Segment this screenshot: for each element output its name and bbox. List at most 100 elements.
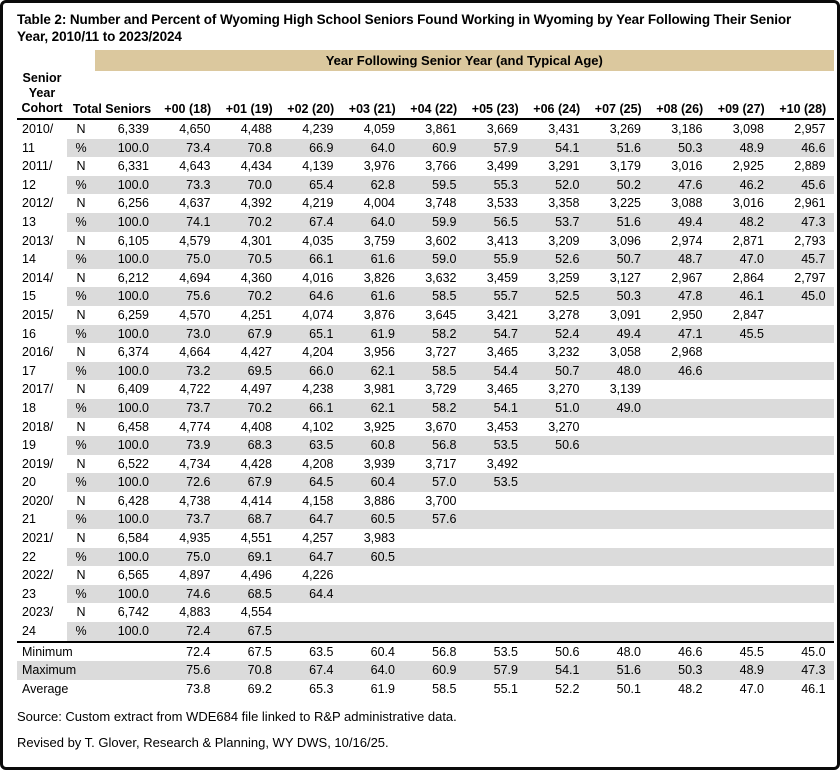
cohort-12-n-row: 2022/N 6,565 4,897 4,496 4,226	[17, 566, 834, 585]
cohort-10-pct-row: 21% 100.0 73.7 68.7 64.7 60.5 57.6	[17, 510, 834, 530]
pct-value-age-7: 50.2	[587, 175, 649, 195]
pct-value-age-8	[649, 547, 711, 567]
n-value-age-3: 3,886	[363, 493, 395, 508]
pct-value-age-4: 59.9	[403, 212, 465, 232]
pct-value-age-8	[649, 436, 711, 455]
n-value-age-3: 4,004	[363, 196, 395, 211]
n-value-age-9	[711, 380, 773, 399]
total-seniors-pct: 100.0	[95, 398, 157, 418]
pct-value-age-1: 67.9	[218, 324, 280, 344]
n-value-age-1: 4,496	[240, 568, 272, 583]
n-value-age-7	[588, 603, 650, 622]
cohort-6-pct-row: 17% 100.0 73.2 69.5 66.0 62.1 58.5 54.4 50.7 48.0…	[17, 361, 834, 381]
pct-indicator: %	[67, 361, 95, 381]
n-value-age-0: 4,734	[179, 456, 211, 471]
n-value-age-9	[711, 455, 773, 474]
pct-value-age-8	[649, 622, 711, 642]
summary-value-age-7: 50.1	[616, 681, 641, 696]
summary-value-age-2: 65.3	[309, 681, 334, 696]
pct-value-age-0: 72.4	[157, 622, 219, 642]
n-value-age-7	[588, 566, 650, 585]
pct-value-age-10: 45.6	[772, 175, 834, 195]
n-indicator: N	[76, 382, 86, 397]
banner-row: Year Following Senior Year (and Typical …	[17, 50, 834, 71]
pct-value-age-8: 50.3	[649, 138, 711, 158]
pct-value-age-6: 53.7	[526, 212, 588, 232]
n-value-age-5: 3,499	[486, 159, 518, 174]
pct-indicator: %	[67, 398, 95, 418]
pct-value-age-8: 47.1	[649, 324, 711, 344]
pct-value-age-10	[772, 324, 834, 344]
cohort-1-n-row: 2011/N 6,331 4,643 4,434 4,139 3,976 3,766 3,49…	[17, 157, 834, 176]
n-value-age-3: 3,981	[363, 382, 395, 397]
pct-value-age-2: 63.5	[280, 436, 342, 455]
n-value-age-9: 3,098	[732, 122, 764, 136]
n-value-age-10: 2,961	[794, 196, 826, 211]
cohort-5-n-row: 2015/N 6,259 4,570 4,251 4,074 3,876 3,645 3,42…	[17, 306, 834, 325]
n-value-age-3: 3,826	[363, 270, 395, 285]
summary-value-age-8: 48.2	[678, 681, 703, 696]
pct-value-age-4	[403, 622, 465, 642]
pct-value-age-9	[710, 584, 772, 604]
total-seniors-n: 6,339	[117, 122, 149, 136]
pct-value-age-7: 50.7	[587, 250, 649, 269]
n-value-age-9	[711, 529, 773, 548]
pct-value-age-2: 67.4	[280, 212, 342, 232]
cohort-label-top: 2022/	[22, 568, 54, 583]
pct-value-age-0: 73.0	[157, 324, 219, 344]
pct-value-age-5: 57.9	[464, 138, 526, 158]
n-value-age-4: 3,766	[425, 159, 457, 174]
n-value-age-5: 3,465	[486, 345, 518, 360]
pct-value-age-10	[772, 361, 834, 381]
total-seniors-pct: 100.0	[95, 361, 157, 381]
n-value-age-6: 3,259	[548, 270, 580, 285]
pct-value-age-3	[341, 622, 403, 642]
summary-rows: Minimum 72.4 67.5 63.5 60.4 56.8 53.5 50.6 48.0 4…	[17, 640, 834, 699]
pct-value-age-7	[587, 622, 649, 642]
n-value-age-1: 4,497	[240, 382, 272, 397]
pct-value-age-5: 55.3	[464, 175, 526, 195]
seniors-working-table: Year Following Senior Year (and Typical …	[17, 50, 834, 698]
pct-value-age-1: 68.3	[218, 436, 280, 455]
n-value-age-5: 3,533	[486, 196, 518, 211]
cohort-13-pct-row: 24% 100.0 72.4 67.5	[17, 622, 834, 642]
pct-value-age-6: 52.4	[526, 324, 588, 344]
pct-value-age-0: 74.1	[157, 212, 219, 232]
pct-value-age-5: 56.5	[464, 212, 526, 232]
cohort-label-top: 2023/	[22, 605, 54, 620]
n-value-age-9: 2,864	[732, 270, 764, 285]
pct-indicator: %	[67, 324, 95, 344]
n-value-age-5: 3,453	[486, 419, 518, 434]
pct-value-age-2: 66.9	[280, 138, 342, 158]
summary-row-maximum: Maximum 75.6 70.8 67.4 64.0 60.9 57.9 54.1 51.6 5…	[17, 661, 834, 680]
cohort-column-header: Senior Year Cohort	[17, 71, 67, 120]
total-seniors-n: 6,584	[117, 531, 149, 546]
pct-indicator: %	[67, 436, 95, 455]
summary-value-age-3: 64.0	[341, 661, 403, 680]
pct-value-age-4: 58.2	[403, 324, 465, 344]
n-value-age-1: 4,551	[240, 531, 272, 546]
pct-value-age-4: 59.0	[403, 250, 465, 269]
cohort-9-n-row: 2019/N 6,522 4,734 4,428 4,208 3,939 3,717 3,49…	[17, 455, 834, 474]
n-value-age-5: 3,465	[486, 382, 518, 397]
pct-value-age-6	[526, 547, 588, 567]
pct-value-age-8	[649, 584, 711, 604]
total-seniors-pct: 100.0	[95, 436, 157, 455]
cohort-header-line-2: Year	[28, 86, 56, 100]
cohort-label-bottom: 21	[22, 512, 36, 527]
cohort-7-pct-row: 18% 100.0 73.7 70.2 66.1 62.1 58.2 54.1 51.0 49.0	[17, 398, 834, 418]
pct-value-age-8: 47.6	[649, 175, 711, 195]
n-value-age-2: 4,238	[302, 382, 334, 397]
n-value-age-8	[649, 603, 711, 622]
age-header-8: +08 (26)	[649, 71, 711, 120]
n-value-age-10	[772, 529, 834, 548]
n-value-age-3	[342, 566, 404, 585]
summary-value-age-10: 47.3	[772, 661, 834, 680]
n-value-age-0: 4,897	[179, 568, 211, 583]
n-value-age-4: 3,700	[425, 493, 457, 508]
cohort-1-pct-row: 12% 100.0 73.3 70.0 65.4 62.8 59.5 55.3 52.0 50.2…	[17, 175, 834, 195]
n-value-age-3: 3,925	[363, 419, 395, 434]
n-indicator: N	[76, 605, 86, 620]
cohort-label-top: 2014/	[22, 270, 54, 285]
pct-value-age-6: 52.0	[526, 175, 588, 195]
